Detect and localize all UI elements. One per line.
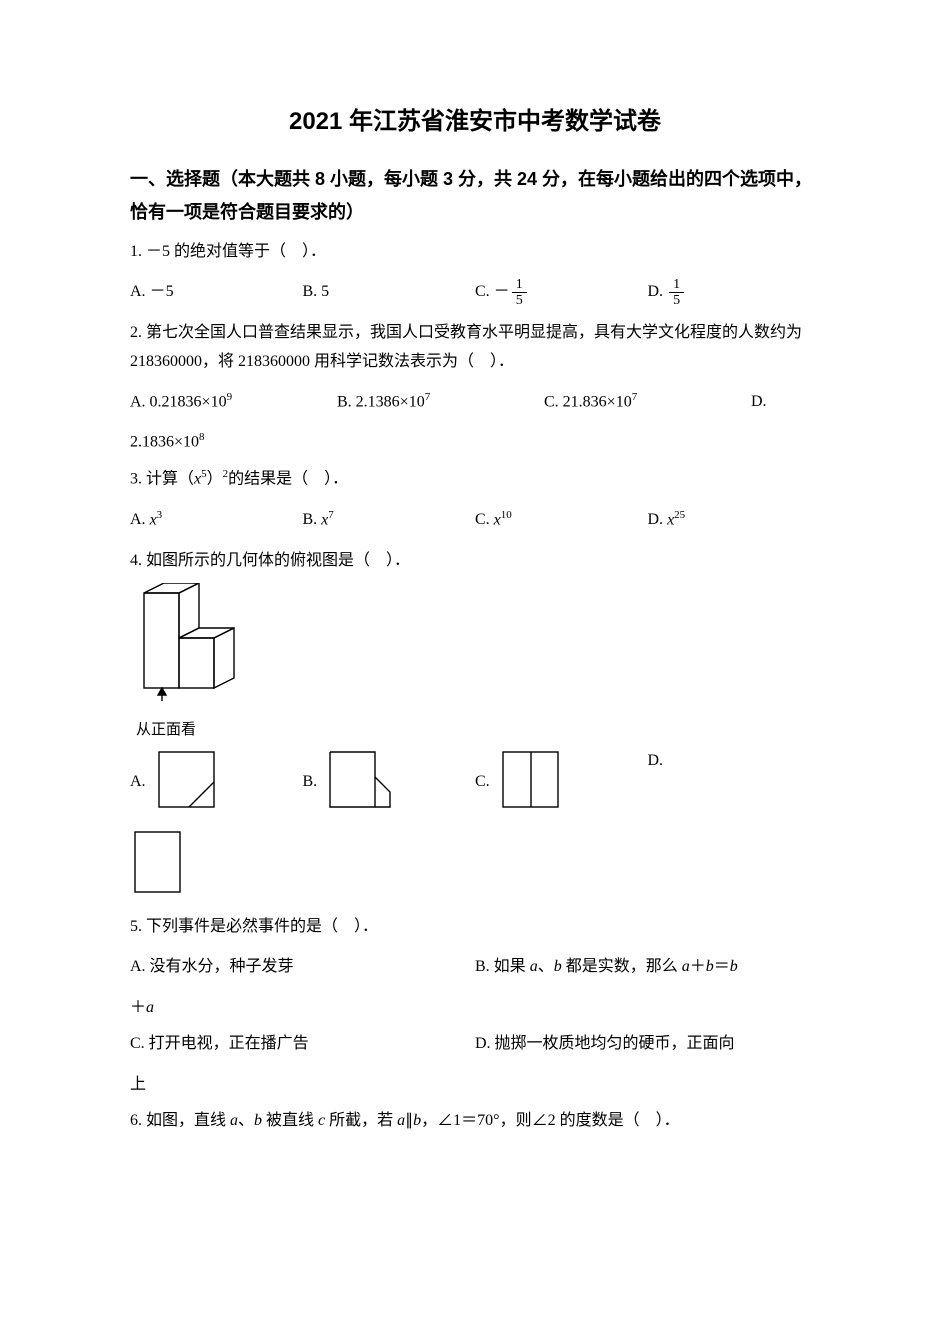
q2-stem: 2. 第七次全国人口普查结果显示，我国人口受教育水平明显提高，具有大学文化程度的… [130, 319, 820, 377]
q5-opt-d-tail: 上 [130, 1071, 820, 1100]
denominator: 5 [512, 293, 527, 308]
opt-text: B. 2.1386×107 [337, 388, 430, 417]
opt-text: －5 [150, 278, 174, 307]
q3-stem: 3. 计算（x5）2的结果是（ ）． [130, 465, 820, 494]
opt-text: B. 如果 a、b 都是实数，那么 a＋b＝b [475, 953, 738, 982]
q2-opt-a: A. 0.21836×109 [130, 384, 337, 420]
q3-opt-a: A. x3 [130, 503, 303, 539]
opt-label: C. [475, 506, 490, 535]
q1-options: A. －5 B. 5 C. － 1 5 D. 1 5 [130, 275, 820, 311]
q4-opt-d-shape [130, 827, 820, 913]
prism-3d-icon [134, 583, 244, 703]
opt-label: D. [648, 506, 664, 535]
opt-text: C. 打开电视，正在播广告 [130, 1030, 309, 1059]
opt-text: A. 0.21836×109 [130, 388, 232, 417]
opt-text: x10 [494, 506, 512, 535]
opt-text: C. 21.836×107 [544, 388, 637, 417]
opt-text: x25 [667, 506, 685, 535]
q1-stem: 1. －5 的绝对值等于（ ）． [130, 238, 820, 267]
q4-opt-a: A. [130, 747, 303, 817]
view-direction-label: 从正面看 [136, 716, 820, 743]
q4-opt-d-label: D. [648, 747, 821, 776]
q1-opt-a: A. －5 [130, 275, 303, 311]
denominator: 5 [669, 293, 684, 308]
q1-opt-d: D. 1 5 [648, 275, 821, 311]
opt-text: x7 [321, 506, 334, 535]
q5-opt-a: A. 没有水分，种子发芽 [130, 950, 475, 986]
q5-opt-b-tail: ＋a [130, 994, 820, 1023]
q5-opt-c: C. 打开电视，正在播广告 [130, 1027, 475, 1063]
q5-opt-b: B. 如果 a、b 都是实数，那么 a＋b＝b [475, 950, 820, 986]
opt-text: 5 [321, 278, 329, 307]
opt-label: A. [130, 278, 146, 307]
q4-stem: 4. 如图所示的几何体的俯视图是（ ）． [130, 547, 820, 576]
opt-label: A. [130, 768, 146, 797]
shape-c-icon [498, 747, 568, 817]
q5-stem: 5. 下列事件是必然事件的是（ ）． [130, 913, 820, 942]
q2-opt-d-label: D. [751, 384, 820, 420]
fraction: 1 5 [669, 277, 684, 309]
q3-options: A. x3 B. x7 C. x10 D. x25 [130, 503, 820, 539]
q4-opt-c: C. [475, 747, 648, 817]
fraction: 1 5 [512, 277, 527, 309]
opt-label: D. [648, 278, 664, 307]
opt-label: B. [303, 506, 318, 535]
numerator: 1 [669, 277, 684, 293]
numerator: 1 [512, 277, 527, 293]
opt-text: D. [751, 388, 767, 417]
opt-label: A. [130, 506, 146, 535]
opt-text: x3 [150, 506, 163, 535]
opt-label: C. [475, 768, 490, 797]
opt-label: C. [475, 278, 490, 307]
q3-opt-c: C. x10 [475, 503, 648, 539]
q5-opt-d: D. 抛掷一枚质地均匀的硬币，正面向 [475, 1027, 820, 1063]
q4-figure: 从正面看 [134, 583, 820, 743]
section-heading: 一、选择题（本大题共 8 小题，每小题 3 分，共 24 分，在每小题给出的四个… [130, 163, 820, 228]
opt-text: D. 抛掷一枚质地均匀的硬币，正面向 [475, 1030, 735, 1059]
opt-label: D. [648, 747, 664, 776]
shape-d-icon [130, 827, 190, 902]
q5-options-row1: A. 没有水分，种子发芽 B. 如果 a、b 都是实数，那么 a＋b＝b [130, 950, 820, 986]
opt-label: B. [303, 278, 318, 307]
neg-sign: － [494, 278, 510, 307]
q2-opt-c: C. 21.836×107 [544, 384, 751, 420]
q4-opt-b: B. [303, 747, 476, 817]
q3-opt-d: D. x25 [648, 503, 821, 539]
q6-stem: 6. 如图，直线 a、b 被直线 c 所截，若 a∥b，∠1＝70°，则∠2 的… [130, 1107, 820, 1136]
opt-label: B. [303, 768, 318, 797]
shape-b-icon [325, 747, 395, 817]
q4-options: A. B. C. D. [130, 747, 820, 817]
opt-text: A. 没有水分，种子发芽 [130, 953, 294, 982]
q5-options-row2: C. 打开电视，正在播广告 D. 抛掷一枚质地均匀的硬币，正面向 [130, 1027, 820, 1063]
q1-opt-b: B. 5 [303, 275, 476, 311]
q3-opt-b: B. x7 [303, 503, 476, 539]
q2-opt-d-value: 2.1836×108 [130, 428, 820, 457]
page-title: 2021 年江苏省淮安市中考数学试卷 [130, 100, 820, 143]
q2-opt-b: B. 2.1386×107 [337, 384, 544, 420]
q1-opt-c: C. － 1 5 [475, 275, 648, 311]
shape-a-icon [154, 747, 224, 817]
q2-options: A. 0.21836×109 B. 2.1386×107 C. 21.836×1… [130, 384, 820, 420]
